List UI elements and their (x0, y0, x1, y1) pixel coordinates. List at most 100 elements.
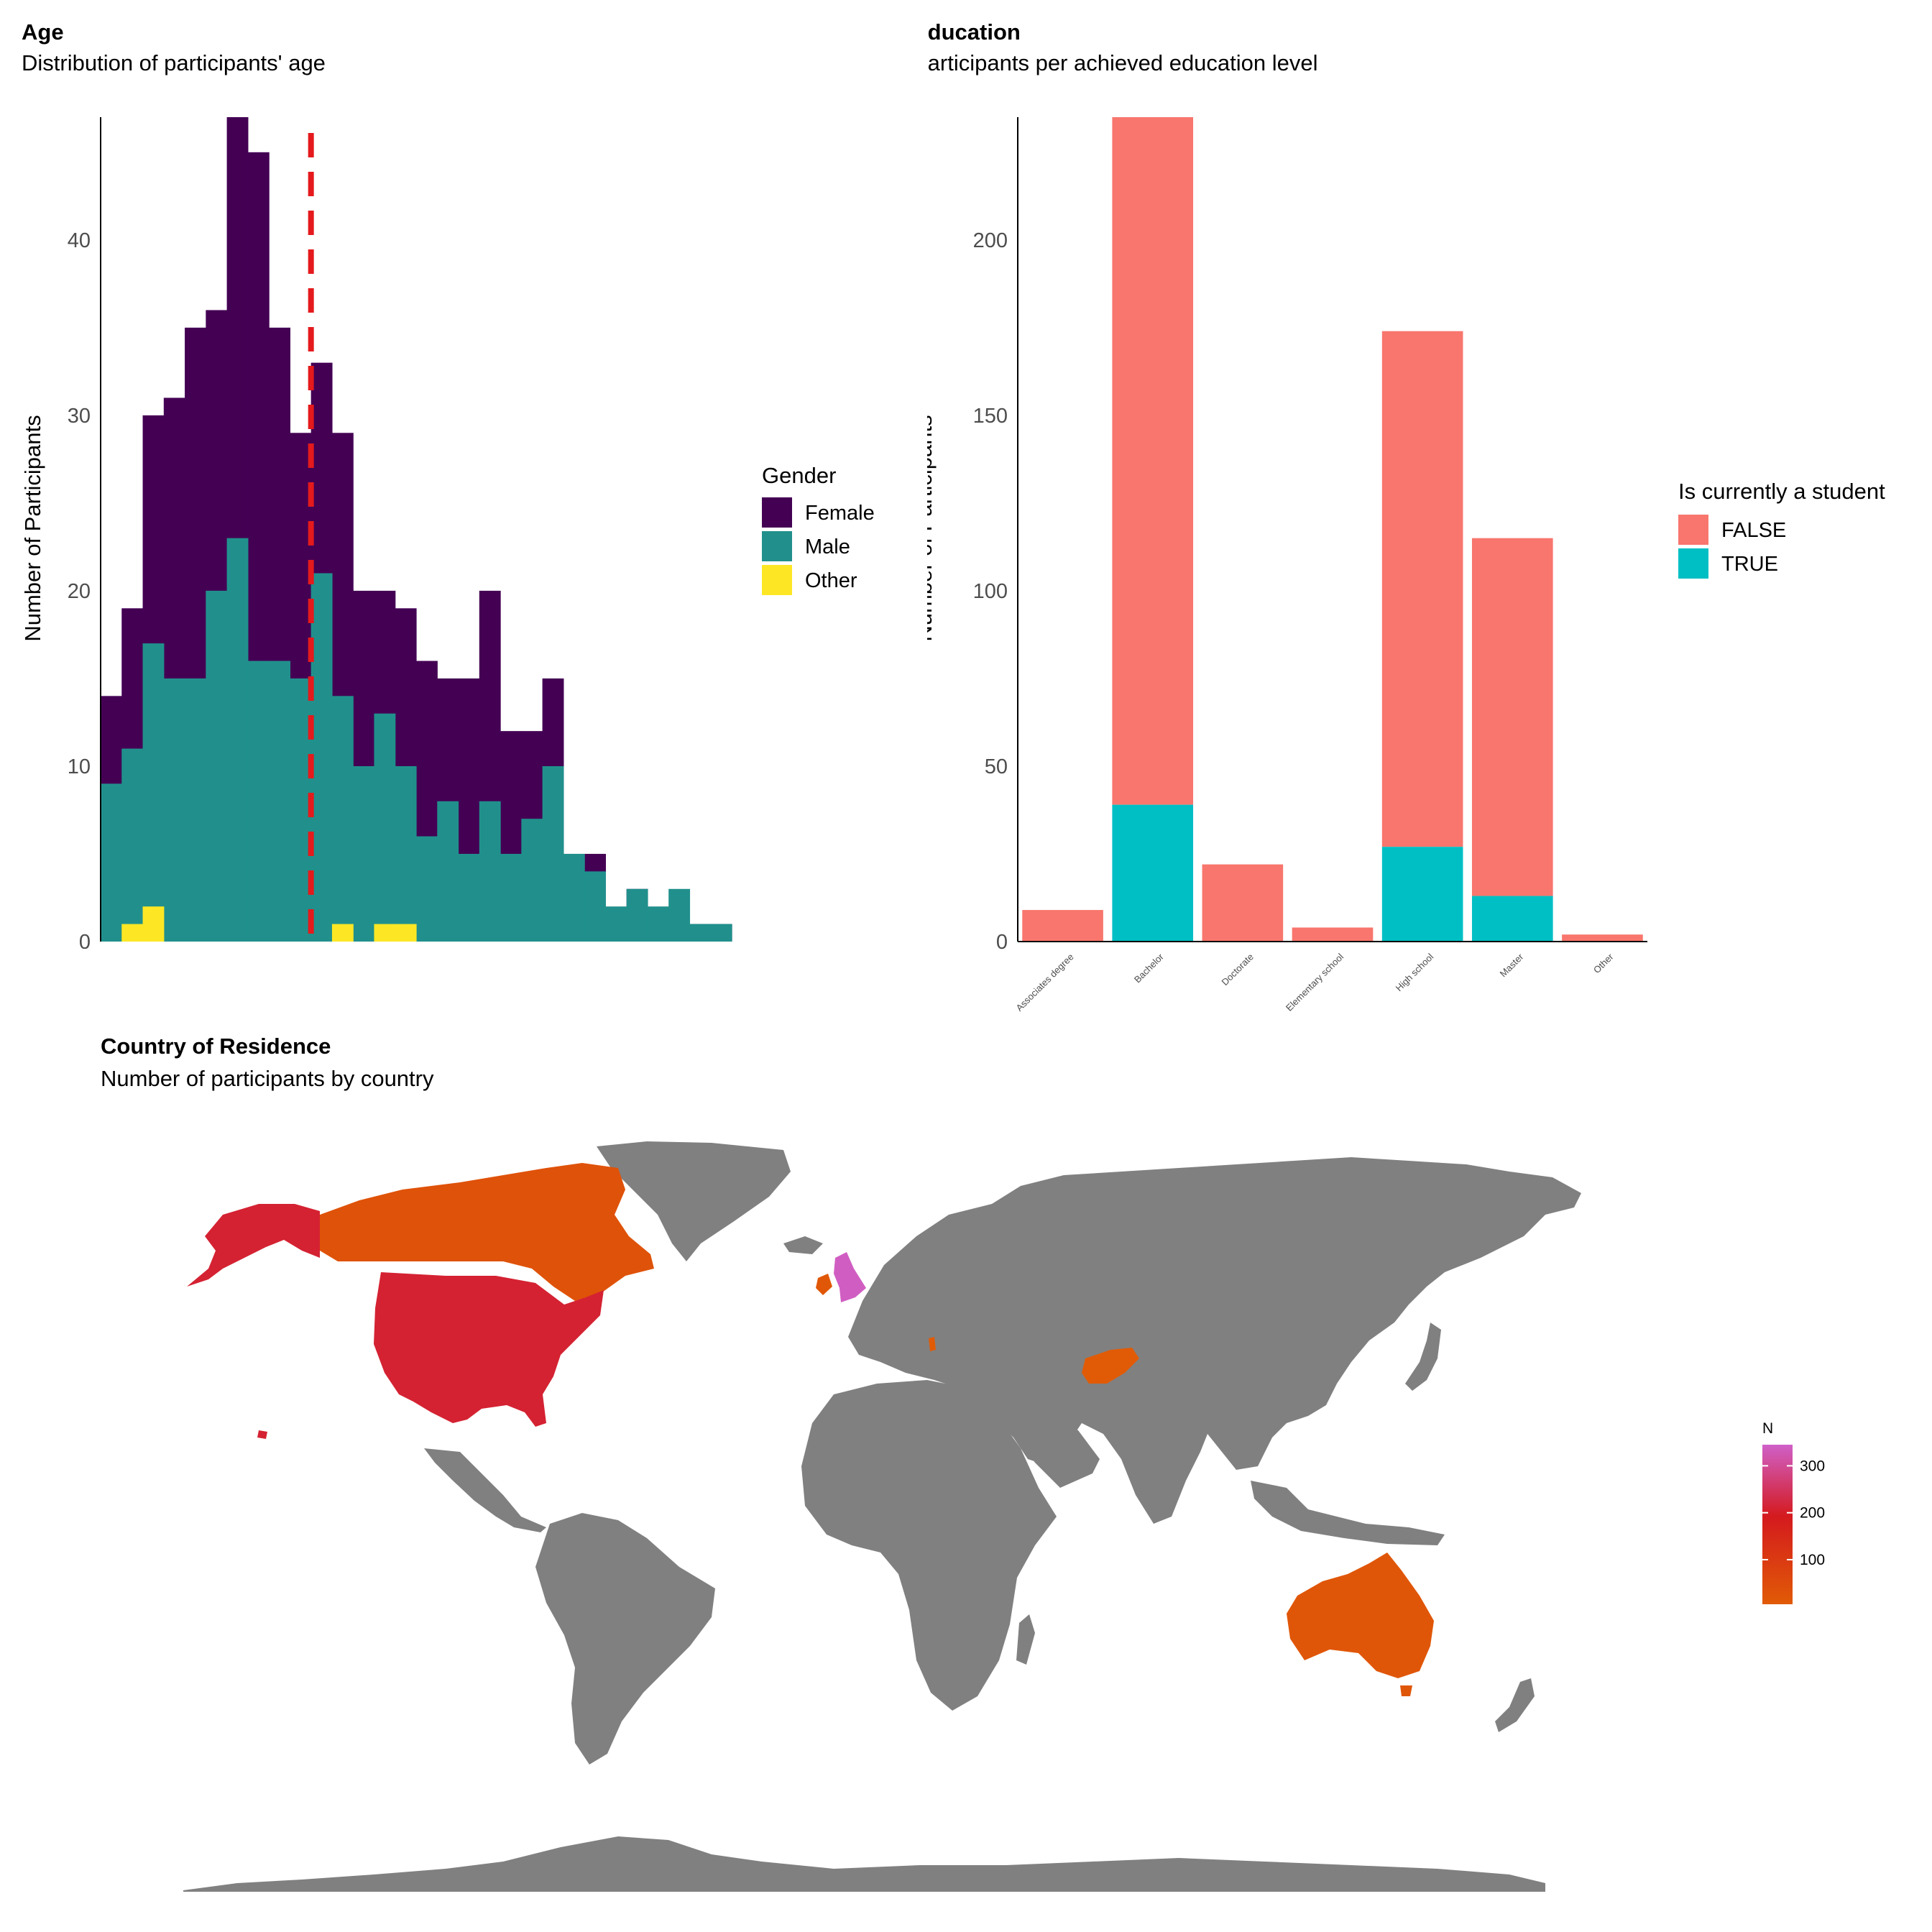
edu-bar-true (1381, 847, 1463, 942)
age-bar-male (521, 819, 543, 942)
age-y-tick-label: 20 (68, 580, 91, 603)
age-y-tick-label: 40 (68, 229, 91, 252)
age-bar-male (185, 678, 206, 942)
usa-shape (374, 1272, 604, 1427)
age-bar-other (374, 924, 396, 942)
age-histogram-panel: Age Distribution of participants' age Nu… (20, 19, 875, 949)
new-zealand-shape (1495, 1678, 1535, 1732)
age-bar-male (226, 538, 249, 942)
age-bar-male (101, 783, 122, 942)
age-y-ticks: 0 10 20 30 40 (68, 229, 91, 949)
legend-label-true: TRUE (1721, 553, 1778, 576)
edu-x-ticks: Associates degree Bachelor Doctorate Elemen… (1013, 951, 1616, 1013)
gender-legend-title: Gender (762, 463, 836, 488)
age-bar-male (247, 661, 270, 942)
legend-swatch-true (1678, 548, 1708, 579)
alaska-shape (187, 1204, 320, 1287)
age-bar-male (710, 924, 732, 942)
iceland-shape (783, 1236, 823, 1254)
age-bar-other (331, 924, 354, 942)
age-bar-male (331, 696, 354, 942)
legend-label-false: FALSE (1721, 519, 1786, 542)
edu-y-tick-label: 150 (973, 405, 1008, 428)
age-bar-male (163, 678, 185, 942)
age-bar-male (668, 888, 691, 942)
edu-x-tick-label: High school (1394, 951, 1436, 993)
age-bar-male (437, 801, 459, 942)
age-bars (101, 117, 732, 942)
age-bar-male (206, 590, 228, 942)
world-map (183, 1141, 1581, 1892)
legend-swatch-male (762, 531, 792, 561)
edu-bar-false (1202, 864, 1284, 942)
south-america-shape (535, 1513, 715, 1765)
edu-x-tick-label: Elementary school (1284, 951, 1346, 1013)
edu-bar-true (1471, 896, 1553, 942)
age-y-tick-label: 0 (79, 931, 91, 949)
age-bar-other (395, 924, 417, 942)
colorbar-tick-label: 300 (1800, 1458, 1825, 1474)
age-bar-male (626, 888, 648, 942)
colorbar-ticks: 100 200 300 (1762, 1458, 1825, 1568)
age-y-tick-label: 30 (68, 405, 91, 428)
edu-x-tick-label: Master (1498, 951, 1526, 979)
edu-y-tick-label: 200 (973, 229, 1008, 252)
age-bar-male (121, 748, 144, 942)
albania-shape (929, 1337, 936, 1351)
age-chart-title: Age (22, 19, 64, 45)
japan-shape (1405, 1322, 1441, 1391)
age-bar-male (563, 853, 585, 942)
edu-y-tick-label: 50 (985, 755, 1008, 778)
age-bar-other (121, 924, 144, 942)
age-bar-other (142, 906, 165, 942)
age-bar-male (142, 643, 165, 942)
student-legend: FALSE TRUE (1678, 515, 1786, 579)
canada-shape (320, 1163, 654, 1301)
legend-swatch-other (762, 565, 792, 595)
age-bar-male (310, 573, 333, 942)
age-bar-male (416, 836, 438, 942)
australia-shape (1287, 1552, 1434, 1678)
edu-x-tick-label: Doctorate (1220, 952, 1256, 988)
arabia-shape (1006, 1412, 1100, 1488)
age-chart-subtitle: Distribution of participants' age (22, 50, 326, 75)
gender-legend: Female Male Other (762, 497, 875, 595)
edu-bar-true (1112, 804, 1194, 942)
edu-y-axis-label: Number of Participants (927, 415, 937, 641)
education-bar-panel: Education Participants per achieved educ… (927, 19, 1885, 1013)
age-bar-male (689, 924, 712, 942)
age-bar-male (584, 871, 606, 942)
age-bar-male (290, 678, 312, 942)
edu-bar-false (1471, 538, 1553, 896)
legend-swatch-female (762, 497, 792, 528)
hawaii-shape (257, 1430, 267, 1439)
legend-label-female: Female (805, 502, 875, 525)
madagascar-shape (1016, 1614, 1035, 1665)
age-bar-male (374, 713, 396, 942)
age-bar-male (353, 765, 375, 942)
age-bar-male (458, 853, 480, 942)
legend-label-male: Male (805, 535, 850, 558)
legend-label-other: Other (805, 569, 857, 592)
edu-bar-false (1562, 934, 1643, 942)
age-y-axis-label: Number of Participants (20, 415, 45, 641)
tasmania-shape (1400, 1685, 1412, 1696)
africa-shape (801, 1380, 1057, 1711)
edu-x-tick-label: Other (1591, 951, 1616, 975)
age-bar-male (605, 906, 627, 942)
age-y-tick-label: 10 (68, 755, 91, 778)
map-subtitle: Number of participants by country (101, 1066, 434, 1091)
indonesia-shape (1251, 1481, 1445, 1545)
map-title: Country of Residence (101, 1034, 331, 1059)
edu-chart-title: Education (927, 19, 1021, 45)
legend-swatch-false (1678, 515, 1708, 545)
student-legend-title: Is currently a student (1678, 479, 1885, 504)
edu-bar-false (1022, 910, 1103, 942)
age-bar-male (395, 765, 417, 942)
age-bar-male (269, 661, 290, 942)
edu-bar-false (1112, 117, 1194, 805)
age-bar-male (542, 765, 564, 942)
antarctica-shape (183, 1836, 1545, 1892)
edu-bars (1022, 117, 1643, 942)
ireland-shape (816, 1274, 832, 1295)
